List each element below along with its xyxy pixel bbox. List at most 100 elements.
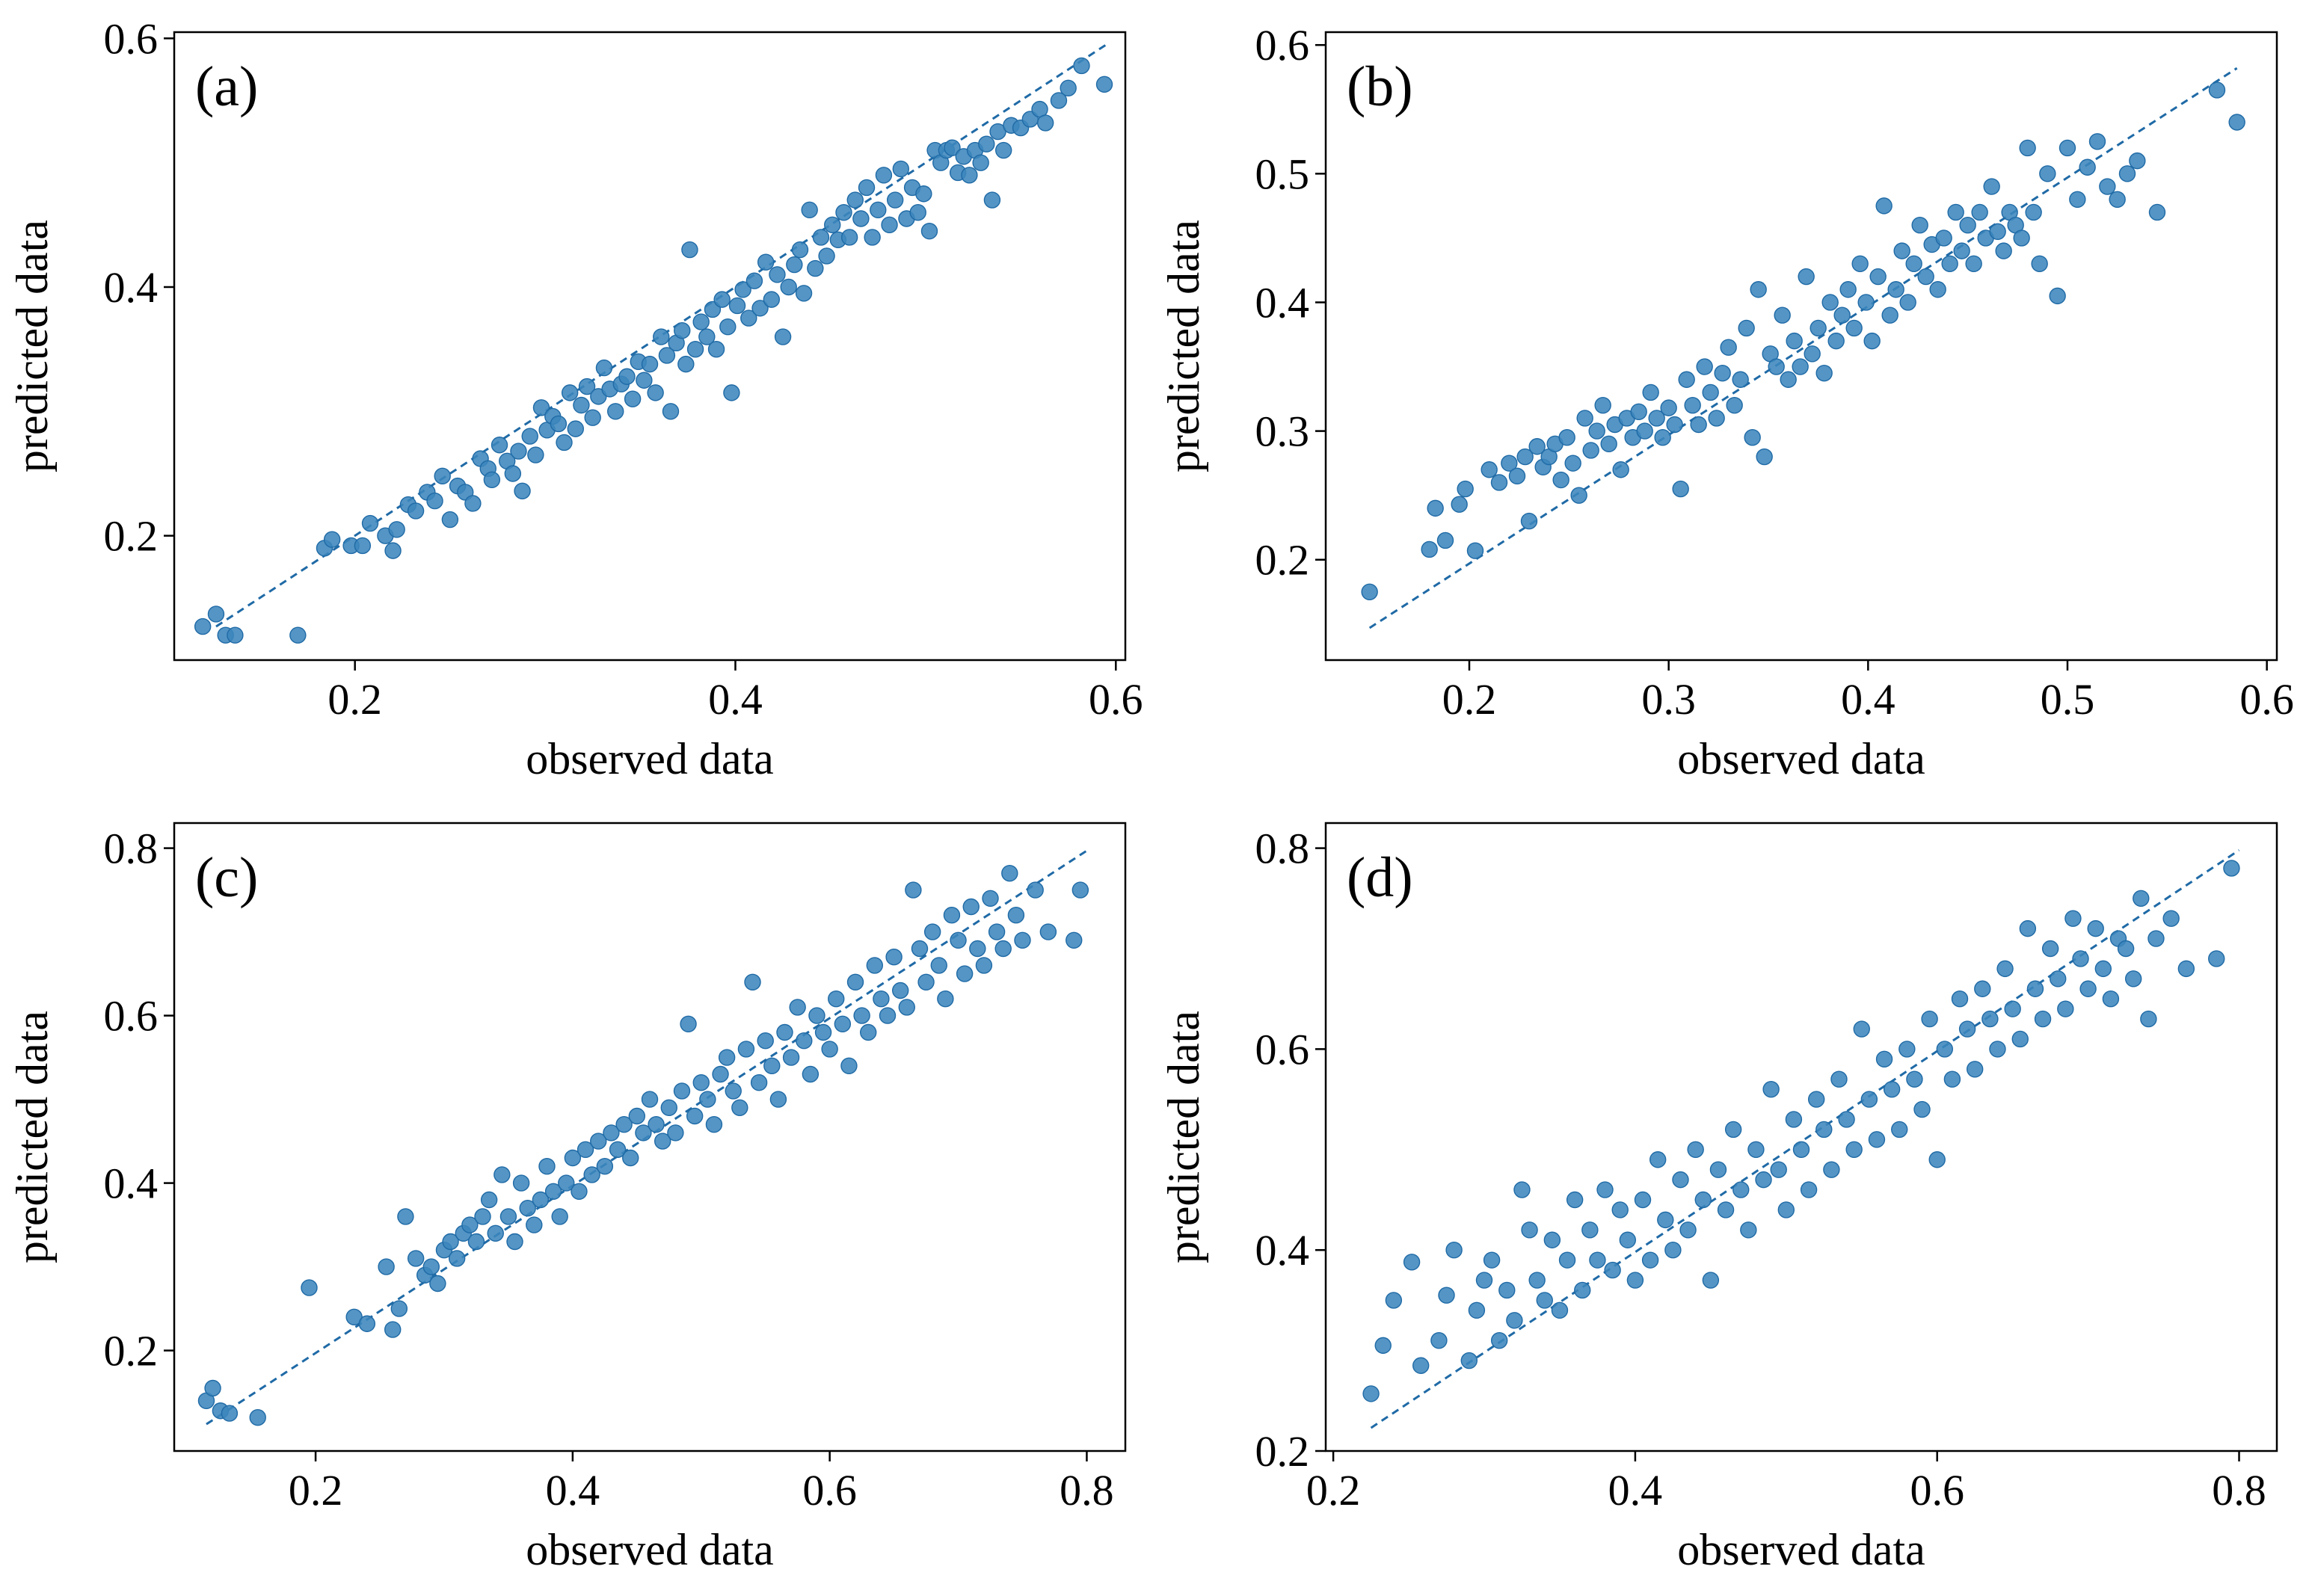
- panel-d-point-93: [2102, 990, 2120, 1008]
- panel-a-point-64: [707, 340, 725, 358]
- panel-a-point-121: [1050, 92, 1068, 109]
- panel-b-point-54: [1774, 306, 1791, 324]
- panel-b-point-96: [2025, 203, 2042, 221]
- panel-c-point-28: [512, 1174, 530, 1192]
- panel-a-point-93: [870, 201, 887, 219]
- panel-a-point-94: [875, 167, 893, 184]
- panel-d-point-70: [1928, 1151, 1946, 1168]
- panel-c-point-59: [712, 1065, 729, 1083]
- panel-c-point-88: [898, 999, 915, 1016]
- panel-d-point-81: [2011, 1030, 2029, 1048]
- panel-a-point-123: [1073, 57, 1090, 75]
- panel-c-point-108: [1039, 923, 1057, 940]
- panel-c-point-81: [853, 1007, 870, 1024]
- panel-a-point-102: [920, 222, 938, 240]
- panel-d-point-57: [1830, 1070, 1848, 1088]
- panel-a-point-52: [647, 384, 664, 401]
- panel-d-x-tick-label: 0.8: [2212, 1466, 2266, 1515]
- panel-a-point-47: [618, 368, 636, 385]
- panel-a-point-4: [289, 626, 307, 644]
- panel-c-point-86: [885, 948, 903, 966]
- panel-a-point-82: [807, 259, 824, 277]
- panel-b-x-tick-label: 0.2: [1442, 675, 1497, 724]
- panel-d-point-63: [1875, 1050, 1893, 1068]
- panel-b-point-9: [1501, 455, 1518, 472]
- panel-a-point-54: [658, 347, 676, 364]
- panel-d-point-5: [1430, 1331, 1448, 1349]
- panel-b-point-91: [1995, 242, 2012, 259]
- panel-d-point-22: [1566, 1191, 1584, 1209]
- panel-b-point-7: [1481, 461, 1498, 478]
- panel-d-point-56: [1823, 1161, 1840, 1178]
- panel-b-point-85: [1959, 216, 1976, 234]
- panel-c-point-49: [648, 1115, 665, 1133]
- panel-d-point-55: [1815, 1121, 1833, 1139]
- panel-b-point-37: [1672, 480, 1689, 498]
- panel-b-point-39: [1684, 396, 1701, 414]
- panel-b-point-41: [1696, 358, 1713, 375]
- panel-c-point-64: [744, 973, 761, 991]
- panel-a-point-100: [909, 203, 926, 221]
- panel-d-point-89: [2072, 950, 2089, 967]
- panel-b-point-73: [1887, 281, 1904, 298]
- panel-d-point-92: [2094, 960, 2112, 978]
- panel-a-point-67: [723, 384, 740, 401]
- panel-b-point-6: [1466, 542, 1484, 559]
- panel-d-point-16: [1521, 1221, 1538, 1239]
- panel-d-point-3: [1403, 1254, 1421, 1271]
- panel-b-point-13: [1528, 438, 1546, 455]
- panel-c-x-tick-label: 0.6: [802, 1466, 857, 1515]
- panel-b-x-tick-label: 0.5: [2041, 675, 2095, 724]
- panel-d-point-25: [1589, 1251, 1606, 1269]
- panel-a-point-29: [514, 482, 531, 499]
- panel-d-point-98: [2140, 1010, 2157, 1028]
- panel-a-point-30: [521, 428, 538, 445]
- panel-a-x-tick-label: 0.4: [708, 675, 763, 724]
- panel-a-point-48: [624, 390, 642, 407]
- panel-d-point-37: [1679, 1221, 1697, 1239]
- panel-c-point-97: [956, 965, 974, 982]
- panel-b-point-90: [1989, 223, 2006, 241]
- panel-a-point-85: [824, 216, 841, 234]
- panel-d-point-53: [1800, 1181, 1818, 1198]
- panel-b-point-70: [1869, 268, 1887, 286]
- panel-a-point-11: [384, 542, 402, 559]
- panel-c-x-axis-label: observed data: [526, 1525, 774, 1574]
- panel-d-point-61: [1860, 1091, 1878, 1108]
- panel-d-point-8: [1460, 1352, 1478, 1369]
- panel-d-point-67: [1906, 1070, 1923, 1088]
- panel-d-point-47: [1755, 1171, 1772, 1189]
- panel-c-point-73: [802, 1065, 820, 1083]
- panel-a-point-124: [1095, 76, 1113, 93]
- panel-a-point-41: [584, 409, 601, 426]
- panel-b-point-105: [2109, 191, 2126, 208]
- panel-c-point-3: [221, 1405, 239, 1422]
- panel-d-point-40: [1702, 1272, 1720, 1289]
- panel-b-y-tick-label: 0.5: [1255, 150, 1310, 198]
- panel-c-point-54: [680, 1015, 697, 1033]
- panel-c-point-30: [526, 1216, 543, 1233]
- panel-c-point-7: [358, 1315, 376, 1332]
- panel-c-point-37: [571, 1183, 588, 1201]
- panel-b-point-75: [1899, 294, 1916, 311]
- panel-d-point-69: [1921, 1010, 1938, 1028]
- panel-b-point-108: [2148, 203, 2166, 221]
- panel-d-marks: [1362, 849, 2240, 1429]
- panel-b-point-32: [1642, 383, 1659, 401]
- panel-d-point-83: [2026, 980, 2044, 997]
- panel-a-point-77: [780, 278, 797, 296]
- panel-c-point-43: [609, 1141, 627, 1159]
- panel-c-y-tick-label: 0.6: [104, 992, 159, 1041]
- panel-a-point-95: [881, 216, 898, 234]
- panel-b-point-38: [1678, 371, 1695, 388]
- panel-d-point-90: [2079, 980, 2097, 997]
- panel-d-point-87: [2057, 1000, 2074, 1017]
- panel-d-point-30: [1626, 1272, 1644, 1289]
- panel-c-y-tick-label: 0.4: [104, 1159, 159, 1208]
- panel-c-point-42: [603, 1124, 620, 1141]
- panel-b-point-97: [2031, 255, 2048, 273]
- panel-b-axes-frame: [1324, 31, 2278, 662]
- panel-b-point-10: [1508, 467, 1526, 485]
- panel-d-y-axis-label: predicted data: [1159, 1011, 1208, 1263]
- panel-d-point-78: [1989, 1041, 2006, 1058]
